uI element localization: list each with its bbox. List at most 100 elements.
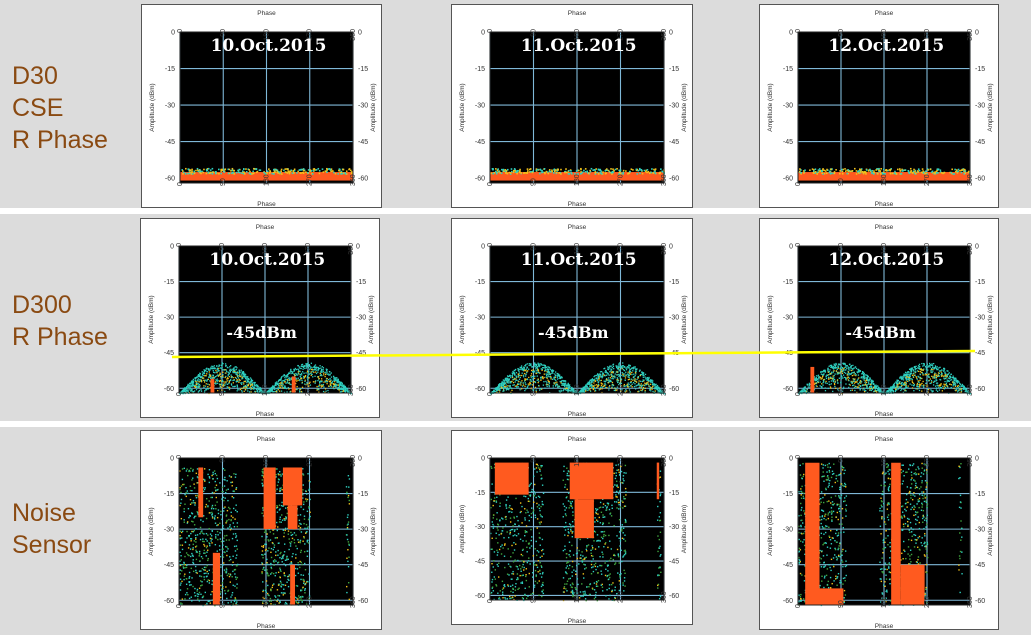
data-point bbox=[866, 377, 868, 380]
data-point bbox=[821, 383, 823, 385]
data-point bbox=[803, 390, 806, 392]
data-point bbox=[562, 379, 564, 382]
data-point bbox=[612, 384, 614, 386]
data-point bbox=[208, 384, 211, 386]
data-point bbox=[927, 388, 929, 390]
data-point bbox=[237, 374, 239, 377]
data-point bbox=[284, 376, 286, 379]
data-point bbox=[911, 373, 913, 375]
data-point bbox=[815, 385, 817, 387]
data-point bbox=[234, 509, 237, 512]
data-point bbox=[349, 391, 351, 393]
data-point bbox=[613, 389, 615, 392]
data-point bbox=[910, 369, 912, 371]
x-tick-label: 360 bbox=[967, 243, 974, 255]
data-point bbox=[621, 372, 623, 374]
data-point bbox=[289, 379, 291, 381]
data-point bbox=[644, 170, 647, 173]
data-point bbox=[232, 379, 234, 382]
data-point bbox=[511, 375, 514, 377]
x-tick-label: 180 bbox=[263, 29, 270, 41]
data-point bbox=[520, 172, 523, 174]
data-point bbox=[880, 167, 882, 170]
x-tick-label: 270 bbox=[617, 174, 624, 186]
data-point bbox=[611, 366, 613, 369]
data-point bbox=[518, 370, 520, 373]
data-point bbox=[256, 170, 259, 173]
data-point bbox=[200, 379, 203, 381]
data-point bbox=[246, 384, 248, 386]
data-point bbox=[831, 377, 833, 379]
data-point bbox=[627, 382, 629, 384]
data-point bbox=[872, 386, 875, 388]
data-point bbox=[949, 379, 951, 381]
data-point bbox=[824, 382, 827, 384]
data-point bbox=[814, 382, 816, 384]
data-point bbox=[603, 368, 605, 370]
data-point bbox=[227, 375, 229, 377]
data-point bbox=[279, 172, 281, 175]
data-point bbox=[496, 387, 499, 389]
data-point bbox=[605, 384, 607, 386]
data-point bbox=[661, 170, 664, 173]
data-point bbox=[650, 171, 653, 174]
data-point bbox=[863, 387, 865, 389]
data-point bbox=[317, 167, 320, 170]
y-tick-label: 0 bbox=[669, 30, 673, 37]
data-point bbox=[517, 375, 519, 377]
data-point bbox=[280, 390, 283, 392]
data-point bbox=[204, 375, 206, 377]
data-point bbox=[639, 167, 641, 170]
data-point bbox=[609, 374, 611, 376]
data-point bbox=[637, 376, 640, 378]
data-point bbox=[831, 378, 834, 380]
data-point bbox=[237, 388, 239, 390]
data-point bbox=[227, 373, 229, 376]
x-tick-label: 360 bbox=[348, 243, 355, 255]
data-point bbox=[594, 378, 596, 380]
data-point bbox=[311, 173, 314, 175]
data-point bbox=[326, 371, 328, 373]
data-point bbox=[610, 379, 612, 381]
data-point bbox=[184, 391, 186, 394]
data-point bbox=[239, 388, 242, 391]
row-label-line: Noise bbox=[12, 499, 76, 527]
data-point bbox=[547, 370, 550, 372]
x-axis-title: Phase bbox=[257, 201, 276, 208]
data-point bbox=[627, 386, 629, 388]
data-point bbox=[506, 377, 509, 380]
data-point bbox=[898, 382, 900, 384]
data-point bbox=[874, 385, 876, 387]
data-point bbox=[208, 172, 211, 175]
data-point bbox=[584, 386, 586, 389]
date-label: 10.Oct.2015 bbox=[209, 250, 326, 270]
data-point bbox=[647, 379, 649, 381]
data-point bbox=[826, 374, 828, 376]
data-point bbox=[656, 388, 659, 390]
data-point bbox=[220, 383, 222, 385]
data-point bbox=[622, 365, 624, 367]
data-point bbox=[915, 371, 917, 373]
data-point bbox=[304, 379, 306, 381]
data-point bbox=[929, 382, 931, 385]
data-point bbox=[284, 381, 286, 383]
data-point bbox=[589, 390, 592, 392]
data-point bbox=[530, 369, 533, 372]
data-point bbox=[288, 388, 290, 390]
data-point bbox=[341, 382, 343, 384]
data-point bbox=[335, 376, 337, 379]
data-point bbox=[559, 380, 561, 383]
data-point bbox=[546, 376, 548, 378]
data-point bbox=[635, 371, 637, 373]
data-point bbox=[183, 389, 185, 392]
data-point bbox=[938, 367, 940, 369]
data-point bbox=[201, 376, 203, 378]
data-point bbox=[516, 172, 518, 175]
data-point bbox=[321, 381, 323, 383]
data-point bbox=[325, 373, 327, 376]
data-point bbox=[222, 369, 224, 371]
data-point bbox=[232, 376, 234, 379]
data-point bbox=[230, 374, 232, 376]
data-point bbox=[912, 382, 915, 384]
data-point bbox=[225, 567, 228, 570]
